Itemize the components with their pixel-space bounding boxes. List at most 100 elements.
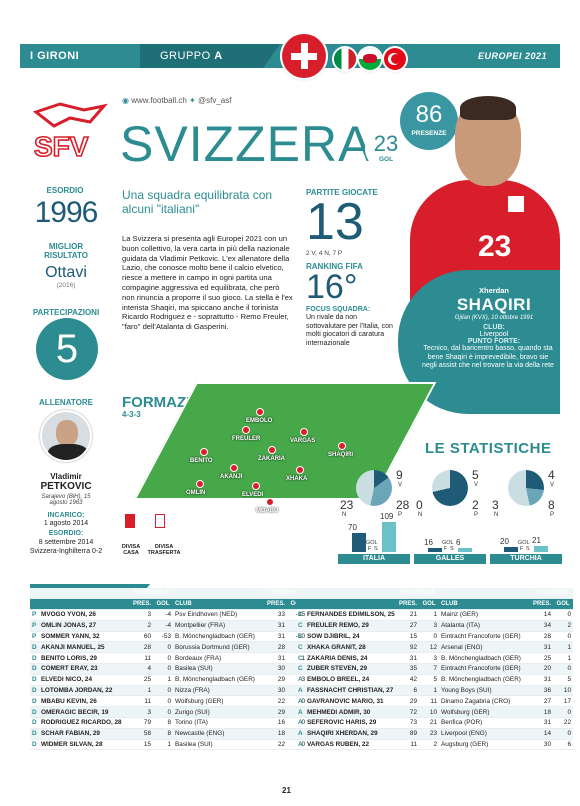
role: D [30, 652, 39, 665]
national-goals: 0 [153, 641, 174, 654]
club: Basilea (SUI) [173, 663, 266, 675]
player-marker [300, 428, 308, 436]
season-goals: 0 [553, 631, 574, 643]
club-header: CLUB [439, 598, 532, 611]
national-caps: 3 [131, 706, 154, 719]
season-apps: 14 [531, 728, 554, 740]
player-name: EMBOLO BREEL, 24 [305, 674, 397, 686]
table-row: C ZUBER STEVEN, 29 35 7 Eintracht Francofort… [296, 663, 574, 675]
player-name: COMERT ERAY, 23 [39, 663, 131, 675]
national-caps: 35 [397, 663, 420, 675]
goals-for-bar [504, 546, 518, 552]
club: Augsburg (GER) [439, 739, 532, 751]
home-kit-icon [125, 514, 135, 528]
goals-for-label: F [368, 546, 372, 552]
club: Psv Eindhoven (NED) [173, 609, 266, 621]
season-apps: 30 [265, 685, 288, 697]
goals-against-label: S [450, 546, 454, 552]
club: Torino (ITA) [173, 717, 266, 729]
national-goals: 1 [153, 674, 174, 686]
national-goals: -4 [153, 620, 174, 632]
table-row: A VARGAS RUBEN, 22 11 2 Augsburg (GER) 30 6 [296, 739, 574, 751]
club: B. Mönchengladbach (GER) [439, 652, 532, 665]
national-goals: 12 [419, 641, 440, 654]
national-goals: 3 [419, 652, 440, 665]
club: Young Boys (SUI) [439, 685, 532, 697]
group-tab [140, 44, 280, 68]
season-apps: 31 [265, 620, 288, 632]
player-name: XHAKA GRANIT, 28 [305, 641, 397, 654]
switzerland-flag-icon [282, 34, 326, 78]
national-caps: 25 [131, 674, 154, 686]
club: Arsenal (ENG) [439, 641, 532, 654]
goals-label: GOL [442, 540, 454, 546]
player-name: SEFEROVIC HARIS, 29 [305, 717, 397, 729]
national-caps: 73 [397, 717, 420, 729]
opponent-name: ITALIA [338, 554, 410, 564]
club: B. Mönchengladbach (GER) [173, 674, 266, 686]
role: A [296, 695, 305, 708]
opponent-stats: 5 V 0 N 2 P 16 6 GOL F S GALLES [414, 462, 486, 572]
convocati-table-left: NAZIONALESTAGIONEPRES.GOLCLUBPRES.GOLPMV… [30, 588, 308, 751]
club: Newcastle (ENG) [173, 728, 266, 740]
club: Eintracht Francoforte (GER) [439, 631, 532, 643]
role: A [296, 739, 305, 751]
role: D [30, 685, 39, 697]
season-apps: 31 [531, 674, 554, 686]
role: P [30, 631, 39, 643]
table-row: D MBABU KEVIN, 26 11 0 Wolfsburg (GER) 22 0 [30, 695, 308, 708]
player-marker [252, 482, 260, 490]
national-goals: 0 [153, 685, 174, 697]
national-caps: 29 [397, 695, 420, 708]
goals-label: GOL [366, 540, 378, 546]
national-caps: 11 [131, 652, 154, 665]
national-goals: -4 [153, 609, 174, 621]
role: A [296, 717, 305, 729]
national-goals: -53 [153, 631, 174, 643]
pitch-players: EMBOLO FREULER VARGAS SHAQIRI BENITO ZAKARIA A… [160, 382, 420, 514]
role: C [296, 641, 305, 654]
national-caps: 3 [131, 609, 154, 621]
website-link[interactable]: www.football.ch [131, 96, 187, 105]
opponent-name: GALLES [414, 554, 486, 564]
draws-value: 23 [340, 498, 354, 512]
table-row: P MVOGO YVON, 26 3 -4 Psv Eindhoven (NED) 33-… [30, 609, 308, 621]
twitter-link[interactable]: @sfv_asf [197, 96, 232, 105]
coach-esordio-label: ESORDIO: [48, 530, 84, 537]
focus-text: Un rivale da non sottovalutare per l'Ita… [306, 314, 393, 347]
club: Atalanta (ITA) [439, 620, 532, 632]
group-label: GRUPPO A [160, 50, 223, 62]
club: Nizza (FRA) [173, 685, 266, 697]
pres-header: PRES. [131, 598, 154, 611]
season-apps: 20 [531, 663, 554, 675]
player-name: MVOGO YVON, 26 [39, 609, 131, 621]
club: Benfica (POR) [439, 717, 532, 729]
season-goals: 0 [553, 663, 574, 675]
national-caps: 4 [131, 663, 154, 675]
season-apps: 29 [265, 674, 288, 686]
role: P [30, 620, 39, 632]
draws-value: 0 [416, 498, 423, 512]
national-caps: 27 [397, 620, 420, 632]
table-row: C XHAKA GRANIT, 28 92 12 Arsenal (ENG) 31 1 [296, 641, 574, 654]
partite-detail: 2 V, 4 N, 7 P [306, 250, 343, 257]
season-apps: 29 [265, 706, 288, 719]
club: Borussia Dortmund (GER) [173, 641, 266, 654]
table-row: D AKANJI MANUEL, 25 28 0 Borussia Dortmund (… [30, 641, 308, 654]
social-links: ◉ www.football.ch ✦ @sfv_asf [122, 96, 231, 105]
goals-against-value: 109 [380, 512, 394, 522]
role: C [296, 652, 305, 665]
goals-label: GOL [518, 540, 530, 546]
miglior-label: MIGLIOR RISULTATO [44, 242, 88, 260]
player-marker [256, 408, 264, 416]
player-hair [460, 96, 516, 120]
role: D [30, 717, 39, 729]
shirt-number: 23 [478, 230, 512, 263]
wales-flag-icon [359, 48, 381, 70]
formazione-scheme: 4-3-3 [122, 410, 141, 419]
draws-label: N [342, 512, 347, 518]
table-row: A FASSNACHT CHRISTIAN, 27 6 1 Young Boys (SU… [296, 685, 574, 697]
allenatore-label: ALLENATORE [39, 398, 93, 407]
